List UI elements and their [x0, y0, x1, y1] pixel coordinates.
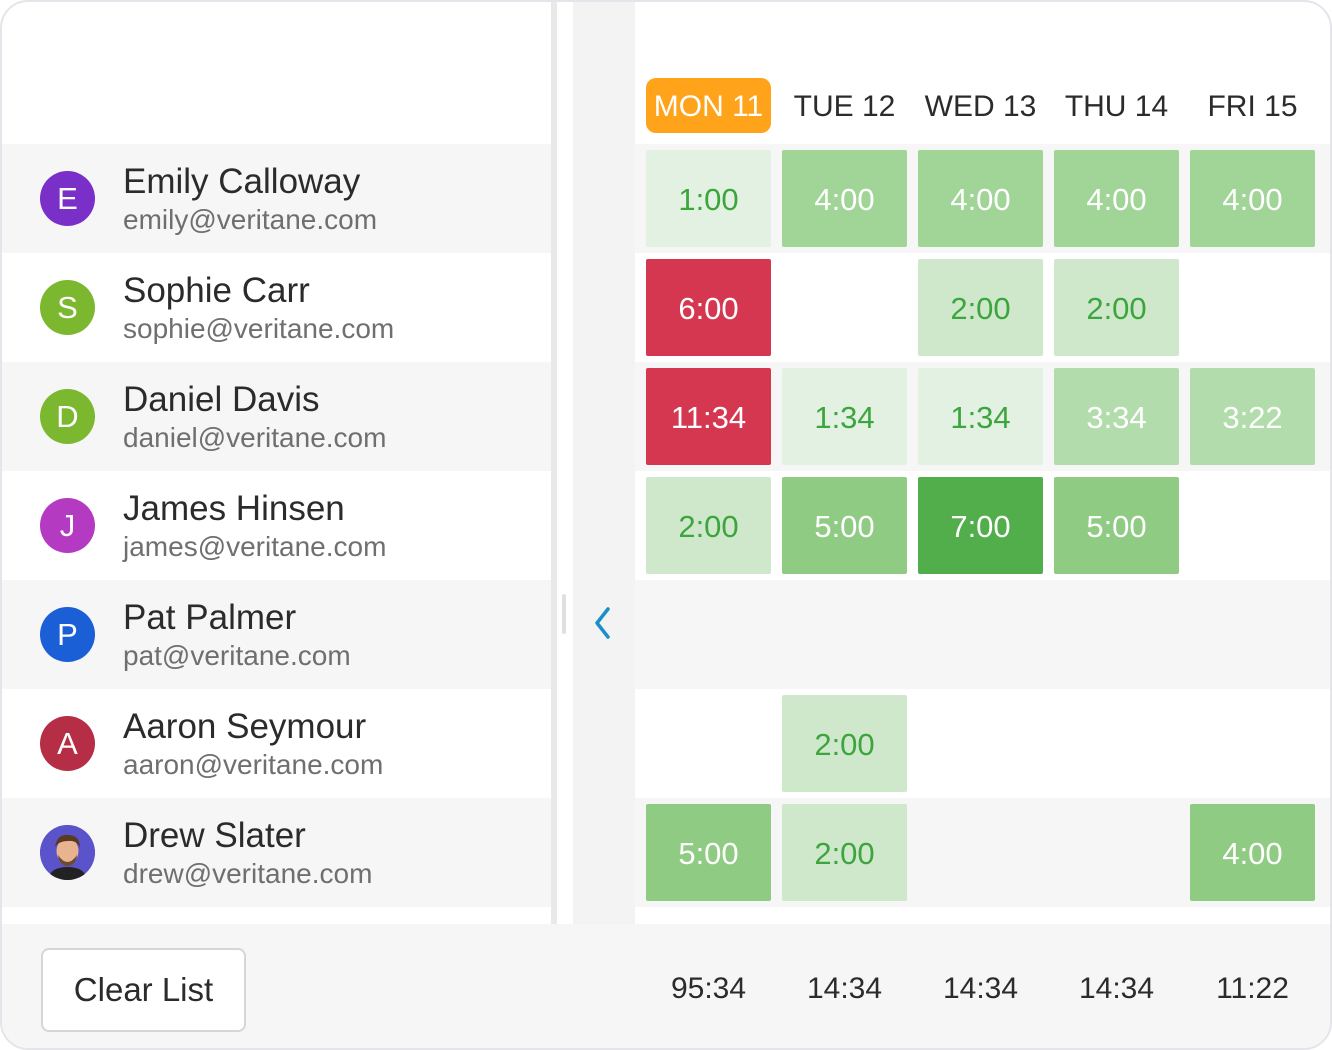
- day-header[interactable]: MON 11: [646, 78, 771, 133]
- hours-cell[interactable]: 4:00: [1190, 804, 1315, 901]
- person-name: Aaron Seymour: [123, 707, 367, 746]
- day-header[interactable]: FRI 15: [1207, 90, 1298, 123]
- person-name: Sophie Carr: [123, 271, 310, 310]
- hours-cell[interactable]: 2:00: [646, 477, 771, 574]
- splitter-grip[interactable]: [562, 594, 566, 634]
- hours-cell[interactable]: 4:00: [1190, 150, 1315, 247]
- hours-cell[interactable]: 2:00: [1054, 259, 1179, 356]
- footer-bar: Clear List 95:34 14:34 14:34 14:34 11:22: [2, 924, 1330, 1048]
- hours-cell[interactable]: 5:00: [782, 477, 907, 574]
- user-initial-avatar: D: [40, 389, 95, 444]
- person-row[interactable]: J James Hinsen james@veritane.com: [2, 471, 551, 580]
- person-email: emily@veritane.com: [123, 204, 378, 235]
- person-email: drew@veritane.com: [123, 858, 373, 889]
- hours-cell[interactable]: 5:00: [646, 804, 771, 901]
- chevron-left-icon[interactable]: [588, 603, 620, 643]
- person-row[interactable]: D Daniel Davis daniel@veritane.com: [2, 362, 551, 471]
- user-initial-avatar: E: [40, 171, 95, 226]
- hours-cell[interactable]: 1:34: [782, 368, 907, 465]
- person-email: daniel@veritane.com: [123, 422, 387, 453]
- person-name: Daniel Davis: [123, 380, 320, 419]
- person-row[interactable]: A Aaron Seymour aaron@veritane.com: [2, 689, 551, 798]
- hours-cell[interactable]: 2:00: [918, 259, 1043, 356]
- person-row[interactable]: S Sophie Carr sophie@veritane.com: [2, 253, 551, 362]
- person-row[interactable]: E Emily Calloway emily@veritane.com: [2, 144, 551, 253]
- day-total: 11:22: [1216, 972, 1289, 1005]
- hours-cell[interactable]: 5:00: [1054, 477, 1179, 574]
- user-photo-avatar: [40, 825, 95, 880]
- person-row[interactable]: Drew Slater drew@veritane.com: [2, 798, 551, 907]
- hours-cell[interactable]: 3:22: [1190, 368, 1315, 465]
- hours-cell[interactable]: 1:00: [646, 150, 771, 247]
- user-initial-avatar: J: [40, 498, 95, 553]
- people-list: E Emily Calloway emily@veritane.com S Sophie…: [2, 144, 551, 907]
- grid-row: [635, 689, 1330, 798]
- hours-cell[interactable]: 2:00: [782, 804, 907, 901]
- day-header[interactable]: WED 13: [924, 90, 1037, 123]
- hours-cell[interactable]: 6:00: [646, 259, 771, 356]
- person-name: Drew Slater: [123, 816, 306, 855]
- hours-cell[interactable]: 3:34: [1054, 368, 1179, 465]
- person-row[interactable]: P Pat Palmer pat@veritane.com: [2, 580, 551, 689]
- hours-cell[interactable]: 4:00: [1054, 150, 1179, 247]
- user-initial-avatar: P: [40, 607, 95, 662]
- hours-cell[interactable]: 11:34: [646, 368, 771, 465]
- user-initial-avatar: A: [40, 716, 95, 771]
- person-email: aaron@veritane.com: [123, 749, 384, 780]
- person-name: James Hinsen: [123, 489, 345, 528]
- day-total: 14:34: [942, 972, 1019, 1005]
- day-header[interactable]: TUE 12: [793, 90, 896, 123]
- user-initial-avatar: S: [40, 280, 95, 335]
- person-name: Pat Palmer: [123, 598, 297, 637]
- person-email: sophie@veritane.com: [123, 313, 395, 344]
- person-name: Emily Calloway: [123, 162, 361, 201]
- day-total: 14:34: [806, 972, 883, 1005]
- hours-cell[interactable]: 4:00: [918, 150, 1043, 247]
- hours-cell[interactable]: 1:34: [918, 368, 1043, 465]
- person-email: pat@veritane.com: [123, 640, 351, 671]
- hours-cell[interactable]: 2:00: [782, 695, 907, 792]
- person-email: james@veritane.com: [123, 531, 387, 562]
- hours-cell[interactable]: 4:00: [782, 150, 907, 247]
- day-total: 14:34: [1078, 972, 1155, 1005]
- collapse-gutter: [573, 2, 635, 924]
- hours-cell[interactable]: 7:00: [918, 477, 1043, 574]
- clear-list-button[interactable]: Clear List: [41, 948, 246, 1032]
- day-total: 95:34: [670, 972, 747, 1005]
- pane-splitter[interactable]: [551, 2, 557, 924]
- grid-row: [635, 580, 1330, 689]
- day-header[interactable]: THU 14: [1064, 90, 1169, 123]
